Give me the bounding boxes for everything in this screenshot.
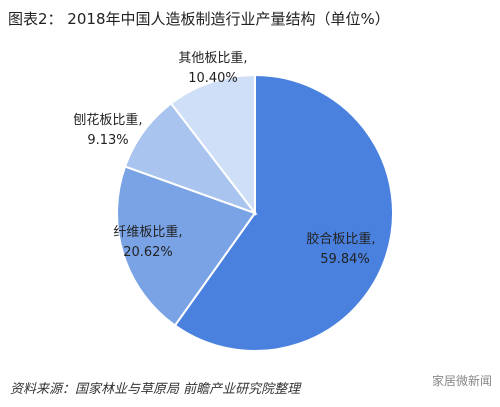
slice-name-label: 刨花板比重, [73, 112, 142, 128]
pie-slices [115, 73, 394, 352]
pie-slice [115, 165, 257, 327]
slice-value-label: 9.13% [87, 133, 128, 148]
slice-name-label: 纤维板比重, [113, 224, 182, 240]
source-note: 资料来源：国家林业与草原局 前瞻产业研究院整理 [10, 382, 301, 397]
pie-slice [169, 73, 256, 216]
chart-title: 图表2： 2018年中国人造板制造行业产量结构（单位%） [8, 10, 390, 28]
slice-name-label: 其他板比重, [178, 50, 247, 66]
watermark: 家居微新闻 [431, 374, 492, 388]
pie-slice [123, 102, 258, 216]
pie-slice [173, 73, 394, 352]
slice-name-label: 胶合板比重, [306, 231, 375, 247]
slice-value-label: 10.40% [188, 71, 238, 86]
pie-labels: 胶合板比重, 59.84% 纤维板比重, 20.62% 刨花板比重, 9.13% 其他板比重… [73, 50, 375, 267]
slice-value-label: 59.84% [320, 252, 370, 267]
slice-value-label: 20.62% [123, 245, 173, 260]
